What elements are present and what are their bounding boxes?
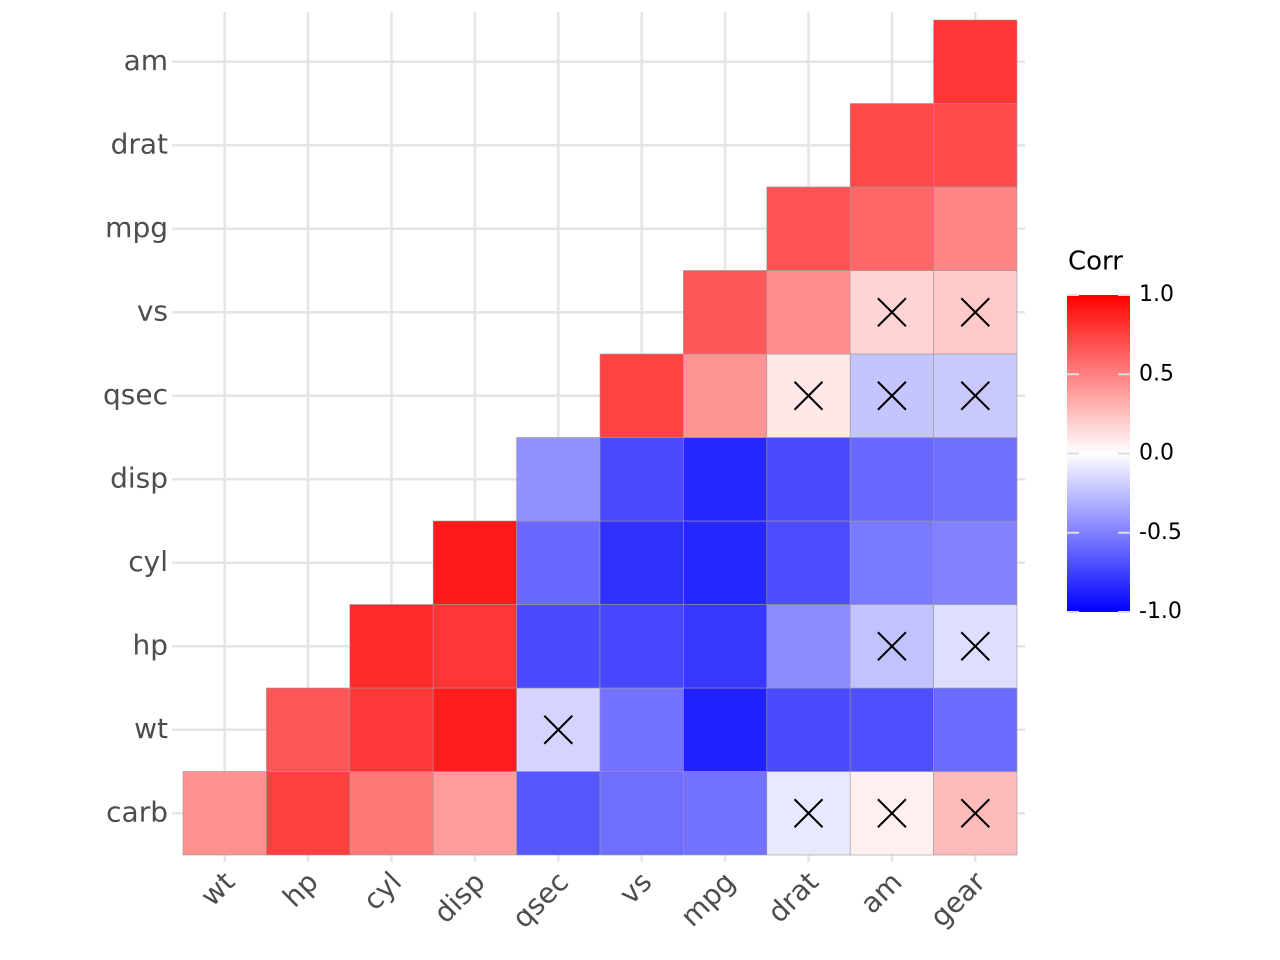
y-tick-label: carb bbox=[106, 795, 168, 828]
x-tick-label: gear bbox=[924, 865, 993, 934]
cross-stroke bbox=[793, 798, 824, 828]
cross-stroke bbox=[877, 381, 907, 411]
heat-cell bbox=[849, 520, 934, 605]
x-tick-label: cyl bbox=[357, 865, 408, 916]
y-tick-label: drat bbox=[111, 127, 168, 160]
cross-stroke bbox=[877, 631, 907, 661]
heat-cell bbox=[349, 604, 434, 689]
heat-cell bbox=[849, 687, 934, 772]
heat-cell bbox=[933, 186, 1018, 271]
insignificant-cross bbox=[877, 798, 907, 828]
x-tick-label: drat bbox=[761, 865, 825, 929]
colorbar-label: 0.5 bbox=[1139, 361, 1174, 386]
heat-cell bbox=[599, 771, 684, 856]
x-tick-label: am bbox=[854, 865, 909, 920]
insignificant-cross bbox=[960, 798, 991, 828]
colorbar-label: -1.0 bbox=[1139, 599, 1182, 624]
heat-cell bbox=[766, 186, 851, 271]
cross-stroke bbox=[877, 798, 907, 828]
heat-cell bbox=[683, 687, 768, 772]
insignificant-cross bbox=[793, 381, 824, 411]
heat-cell bbox=[766, 520, 851, 605]
heat-cell bbox=[432, 771, 517, 856]
heat-cell bbox=[432, 687, 517, 772]
colorbar-label: -0.5 bbox=[1139, 520, 1182, 545]
heat-cell bbox=[266, 687, 351, 772]
y-tick-label: am bbox=[124, 44, 168, 77]
heat-cell bbox=[516, 520, 601, 605]
heat-cell bbox=[933, 437, 1018, 522]
heat-cell bbox=[599, 604, 684, 689]
heat-cell bbox=[933, 19, 1018, 104]
x-tick-label: disp bbox=[427, 865, 491, 929]
heat-cell bbox=[933, 103, 1018, 188]
heat-cell bbox=[683, 353, 768, 438]
cross-stroke bbox=[877, 297, 907, 327]
heat-cell bbox=[849, 186, 934, 271]
x-tick-label: hp bbox=[276, 865, 324, 913]
heat-cell bbox=[849, 103, 934, 188]
heat-cell bbox=[516, 771, 601, 856]
heat-cell bbox=[516, 604, 601, 689]
heat-cell bbox=[766, 687, 851, 772]
cross-stroke bbox=[960, 381, 991, 411]
insignificant-cross bbox=[960, 297, 991, 327]
insignificant-cross bbox=[877, 297, 907, 327]
cross-stroke bbox=[543, 715, 574, 745]
cross-stroke bbox=[960, 297, 991, 327]
heat-cell bbox=[599, 687, 684, 772]
y-tick-label: wt bbox=[134, 712, 168, 745]
colorbar-label: 0.0 bbox=[1139, 441, 1174, 466]
x-tick-label: mpg bbox=[674, 865, 742, 933]
heat-cell bbox=[516, 437, 601, 522]
heat-cell bbox=[683, 270, 768, 355]
cross-stroke bbox=[793, 381, 824, 411]
heat-cell bbox=[349, 687, 434, 772]
y-tick-label: disp bbox=[110, 461, 168, 494]
x-tick-label: qsec bbox=[506, 865, 575, 934]
legend-title: Corr bbox=[1068, 247, 1123, 277]
heat-cell bbox=[766, 437, 851, 522]
heat-cell bbox=[432, 604, 517, 689]
heat-cell bbox=[849, 437, 934, 522]
heat-cell bbox=[683, 604, 768, 689]
y-tick-label: qsec bbox=[103, 378, 168, 411]
y-tick-label: mpg bbox=[105, 211, 168, 244]
x-tick-label: wt bbox=[194, 865, 241, 912]
insignificant-cross bbox=[793, 798, 824, 828]
heat-cell bbox=[766, 604, 851, 689]
heat-cell bbox=[432, 520, 517, 605]
heat-cell bbox=[182, 771, 267, 856]
heat-cell bbox=[266, 771, 351, 856]
heat-cell bbox=[349, 771, 434, 856]
heat-cell bbox=[683, 437, 768, 522]
heat-cell bbox=[933, 520, 1018, 605]
heat-cell bbox=[683, 771, 768, 856]
y-tick-label: vs bbox=[137, 294, 168, 327]
colorbar-label: 1.0 bbox=[1139, 282, 1174, 307]
y-tick-label: cyl bbox=[128, 545, 168, 578]
insignificant-cross bbox=[960, 631, 991, 661]
heat-cell bbox=[933, 687, 1018, 772]
insignificant-cross bbox=[960, 381, 991, 411]
heat-cell bbox=[599, 520, 684, 605]
heat-cell bbox=[599, 353, 684, 438]
insignificant-cross bbox=[543, 715, 574, 745]
heat-cell bbox=[766, 270, 851, 355]
insignificant-cross bbox=[877, 631, 907, 661]
cross-stroke bbox=[960, 798, 991, 828]
y-tick-label: hp bbox=[132, 628, 168, 661]
x-tick-label: vs bbox=[613, 865, 658, 910]
cross-stroke bbox=[960, 631, 991, 661]
insignificant-cross bbox=[877, 381, 907, 411]
heat-cell bbox=[683, 520, 768, 605]
heat-cell bbox=[599, 437, 684, 522]
